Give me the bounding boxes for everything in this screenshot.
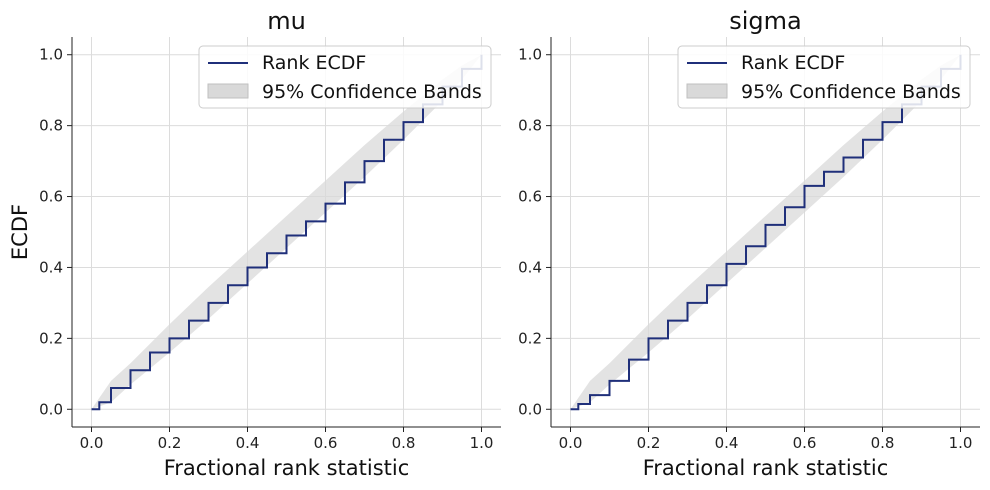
panel-mu: 0.0 0.2 0.4 0.6 0.8 1.0 0.0 0.2 0.4 0.6 0.8 1.0 mu Fr… [8,7,501,480]
y-tick-label: 0.4 [518,258,542,276]
legend: Rank ECDF 95% Confidence Bands [198,45,492,109]
y-tick-label: 0.4 [39,258,63,276]
x-axis-title: Fractional rank statistic [643,456,889,480]
panel-title: sigma [729,7,802,35]
x-tick-label: 0.6 [793,434,817,452]
panel-sigma: 0.0 0.2 0.4 0.6 0.8 1.0 0.0 0.2 0.4 0.6 0.8 1.0 sigm… [518,7,980,480]
x-tick-label: 0.8 [392,434,416,452]
x-tick-label: 1.0 [470,434,494,452]
y-tick-label: 0.2 [39,329,63,347]
rank-ecdf-line [570,54,962,411]
x-tick-label: 0.8 [871,434,895,452]
panel-title: mu [267,7,306,35]
y-tick-label: 0.2 [518,329,542,347]
y-tick-label: 0.8 [39,117,63,135]
legend: Rank ECDF 95% Confidence Bands [677,45,971,109]
y-tick-label: 0.0 [518,400,542,418]
x-axis-title: Fractional rank statistic [164,456,410,480]
gridlines [551,37,980,427]
y-tick-label: 1.0 [518,46,542,64]
y-tick-label: 0.6 [39,188,63,206]
x-tick-label: 0.4 [236,434,260,452]
rank-ecdf-line [91,54,483,411]
legend-label-rank-ecdf: Rank ECDF [262,52,366,74]
x-tick-label: 0.4 [715,434,739,452]
legend-label-confidence-bands: 95% Confidence Bands [741,81,961,103]
legend-box [677,45,971,109]
legend-label-rank-ecdf: Rank ECDF [741,52,845,74]
x-tick-label: 0.0 [80,434,104,452]
y-tick-label: 0.0 [39,400,63,418]
legend-box [198,45,492,109]
legend-band-swatch [686,83,728,99]
x-tick-label: 0.0 [559,434,583,452]
x-tick-label: 0.6 [314,434,338,452]
legend-band-swatch [207,83,249,99]
legend-label-confidence-bands: 95% Confidence Bands [262,81,482,103]
x-tick-label: 0.2 [158,434,182,452]
y-tick-label: 1.0 [39,46,63,64]
y-tick-label: 0.6 [518,188,542,206]
y-axis-title: ECDF [8,204,32,260]
y-tick-label: 0.8 [518,117,542,135]
x-tick-label: 1.0 [949,434,973,452]
x-tick-label: 0.2 [637,434,661,452]
